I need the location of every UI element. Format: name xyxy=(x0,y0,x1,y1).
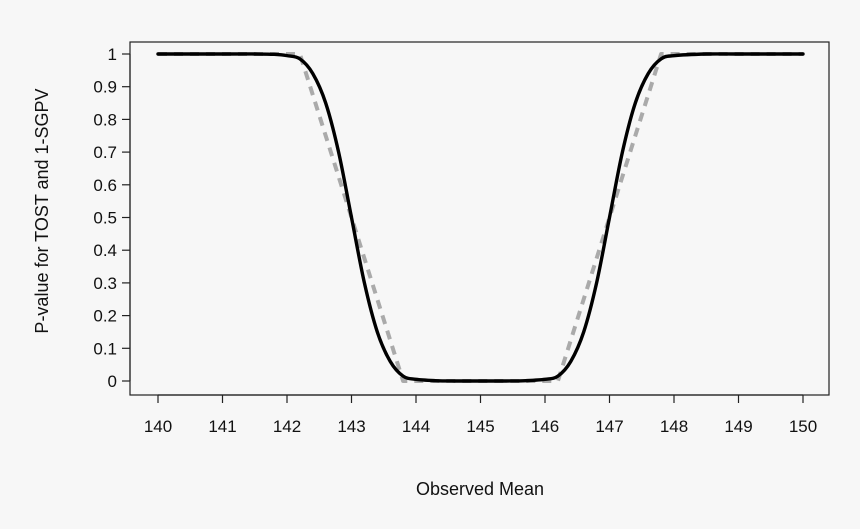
x-tick-label: 150 xyxy=(789,417,817,436)
x-tick-label: 144 xyxy=(402,417,430,436)
x-tick-label: 143 xyxy=(337,417,365,436)
y-tick-label: 1 xyxy=(108,45,117,64)
x-tick-label: 146 xyxy=(531,417,559,436)
y-tick-label: 0.9 xyxy=(93,78,117,97)
y-tick-label: 0.4 xyxy=(93,241,117,260)
series-line-dashed xyxy=(158,52,803,383)
y-axis: 0 0.1 0.2 0.3 0.4 0.5 0.6 0.7 0.8 0.9 1 xyxy=(93,45,131,391)
series-line-solid xyxy=(156,52,805,383)
x-tick-label: 147 xyxy=(595,417,623,436)
y-tick-label: 0.8 xyxy=(93,110,117,129)
x-axis: 140 141 142 143 144 145 146 147 148 149 150 xyxy=(144,394,817,436)
y-tick-label: 0.6 xyxy=(93,176,117,195)
x-tick-label: 141 xyxy=(208,417,236,436)
x-axis-title: Observed Mean xyxy=(416,479,544,499)
y-axis-title: P-value for TOST and 1-SGPV xyxy=(32,88,52,333)
y-tick-label: 0.1 xyxy=(93,339,117,358)
series-layer xyxy=(156,52,805,383)
x-tick-label: 145 xyxy=(466,417,494,436)
plot-frame xyxy=(129,41,830,396)
x-tick-label: 142 xyxy=(273,417,301,436)
y-tick-label: 0.7 xyxy=(93,143,117,162)
y-tick-label: 0.3 xyxy=(93,274,117,293)
x-tick-label: 140 xyxy=(144,417,172,436)
y-tick-label: 0.2 xyxy=(93,307,117,326)
x-tick-label: 148 xyxy=(660,417,688,436)
y-tick-label: 0.5 xyxy=(93,209,117,228)
x-tick-label: 149 xyxy=(724,417,752,436)
y-tick-label: 0 xyxy=(108,372,117,391)
